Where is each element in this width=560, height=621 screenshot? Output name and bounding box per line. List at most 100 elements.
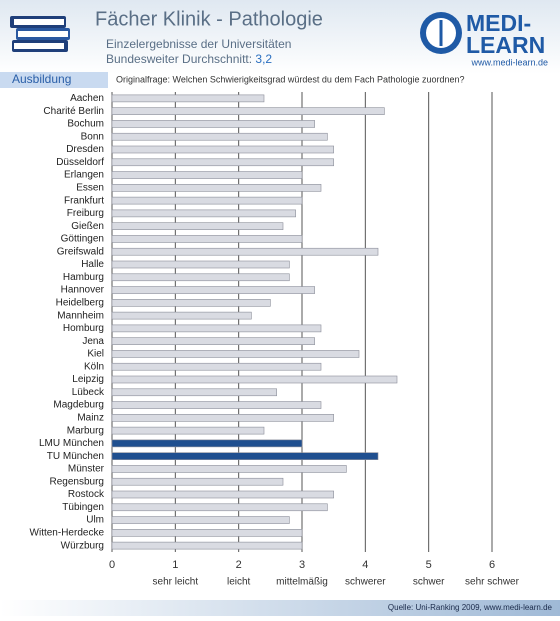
book-icon bbox=[10, 16, 70, 52]
footer bbox=[0, 600, 560, 616]
y-tick-label: Münster bbox=[68, 464, 105, 475]
y-tick-label: Halle bbox=[81, 259, 104, 270]
bar bbox=[111, 490, 334, 499]
bar bbox=[111, 375, 398, 384]
bar bbox=[111, 286, 315, 294]
scale-label: mittelmäßig bbox=[276, 577, 328, 588]
bar bbox=[111, 184, 322, 192]
y-tick-label: Kiel bbox=[87, 349, 104, 360]
bar bbox=[111, 516, 290, 524]
y-tick-label: LMU München bbox=[39, 438, 104, 449]
bar bbox=[111, 503, 328, 512]
y-tick-label: Jena bbox=[82, 336, 104, 347]
bar bbox=[111, 465, 347, 473]
bar bbox=[111, 299, 271, 307]
bar bbox=[111, 541, 303, 550]
y-tick-label: Heidelberg bbox=[56, 297, 104, 308]
y-tick-label: Frankfurt bbox=[64, 195, 104, 206]
y-tick-label: Hannover bbox=[61, 285, 105, 296]
y-tick-label: Homburg bbox=[63, 323, 104, 334]
bar bbox=[111, 401, 322, 409]
bar bbox=[111, 260, 290, 269]
y-tick-label: Bonn bbox=[81, 131, 104, 142]
average-value: 3,2 bbox=[255, 52, 272, 66]
y-tick-label: Aachen bbox=[70, 93, 104, 104]
section-tab bbox=[0, 72, 108, 88]
y-tick-label: Charité Berlin bbox=[43, 106, 104, 117]
y-tick-label: Tübingen bbox=[62, 502, 104, 513]
bar bbox=[111, 158, 334, 167]
x-tick-label: 2 bbox=[236, 559, 242, 571]
logo-url: www.medi-learn.de bbox=[470, 57, 548, 67]
bar bbox=[111, 439, 303, 448]
subtitle: Einzelergebnisse der Universitäten bbox=[106, 37, 291, 51]
y-tick-label: Marburg bbox=[67, 425, 104, 436]
bar bbox=[111, 452, 379, 460]
bar bbox=[111, 145, 334, 154]
y-tick-label: Ulm bbox=[86, 515, 104, 526]
question: Originalfrage: Welchen Schwierigkeitsgra… bbox=[116, 74, 465, 84]
scale-label: schwerer bbox=[345, 577, 386, 588]
logo-top: MEDI- bbox=[466, 10, 531, 36]
x-tick-label: 0 bbox=[109, 559, 115, 571]
average-text: Bundesweiter Durchschnitt: bbox=[106, 52, 252, 66]
x-tick-label: 3 bbox=[299, 559, 305, 571]
y-tick-label: Dresden bbox=[66, 144, 104, 155]
bar bbox=[111, 120, 315, 128]
bar bbox=[111, 529, 303, 537]
bar bbox=[111, 426, 265, 435]
y-tick-label: Freiburg bbox=[67, 208, 104, 219]
y-tick-label: Magdeburg bbox=[53, 400, 104, 411]
y-tick-label: Regensburg bbox=[50, 476, 104, 487]
y-tick-label: Mannheim bbox=[57, 310, 104, 321]
bar bbox=[111, 247, 379, 256]
bar bbox=[111, 414, 334, 422]
bar bbox=[111, 94, 265, 103]
average: Bundesweiter Durchschnitt: 3,2 bbox=[106, 52, 272, 66]
chart-title: Fächer Klinik - Pathologie bbox=[95, 8, 323, 30]
logo-bottom: LEARN bbox=[466, 32, 545, 58]
y-tick-label: Gießen bbox=[71, 221, 104, 232]
bar bbox=[111, 388, 277, 397]
y-tick-label: Hamburg bbox=[63, 272, 104, 283]
x-tick-label: 6 bbox=[489, 559, 495, 571]
bar bbox=[111, 107, 385, 115]
y-tick-label: Würzburg bbox=[61, 540, 104, 551]
bar bbox=[111, 337, 315, 345]
x-tick-label: 4 bbox=[362, 559, 368, 571]
y-tick-label: Bochum bbox=[67, 119, 104, 130]
y-tick-label: Mainz bbox=[77, 412, 104, 423]
scale-label: sehr leicht bbox=[153, 577, 199, 588]
bar bbox=[111, 196, 303, 205]
bar bbox=[111, 350, 360, 358]
bar bbox=[111, 324, 322, 333]
scale-label: schwer bbox=[413, 577, 445, 588]
bar bbox=[111, 209, 296, 218]
source: Quelle: Uni-Ranking 2009, www.medi-learn… bbox=[388, 603, 553, 612]
y-tick-label: Erlangen bbox=[64, 170, 104, 181]
x-tick-label: 1 bbox=[172, 559, 178, 571]
section: Ausbildung bbox=[12, 72, 71, 86]
y-tick-label: TU München bbox=[47, 451, 104, 462]
scale-label: sehr schwer bbox=[465, 577, 520, 588]
y-tick-label: Greifswald bbox=[57, 246, 104, 257]
y-tick-label: Göttingen bbox=[61, 234, 104, 245]
y-tick-label: Rostock bbox=[68, 489, 105, 500]
y-tick-label: Witten-Herdecke bbox=[30, 527, 105, 538]
bar bbox=[111, 235, 303, 243]
x-tick-label: 5 bbox=[426, 559, 432, 571]
y-tick-label: Leipzig bbox=[72, 374, 104, 385]
bar bbox=[111, 222, 284, 230]
y-tick-label: Köln bbox=[84, 361, 104, 372]
bar bbox=[111, 273, 290, 282]
bar bbox=[111, 362, 322, 371]
bar bbox=[111, 477, 284, 486]
y-tick-label: Essen bbox=[76, 182, 104, 193]
bar bbox=[111, 171, 303, 179]
bar bbox=[111, 311, 252, 320]
y-tick-label: Düsseldorf bbox=[56, 157, 104, 168]
scale-label: leicht bbox=[227, 577, 251, 588]
bar bbox=[111, 132, 328, 141]
